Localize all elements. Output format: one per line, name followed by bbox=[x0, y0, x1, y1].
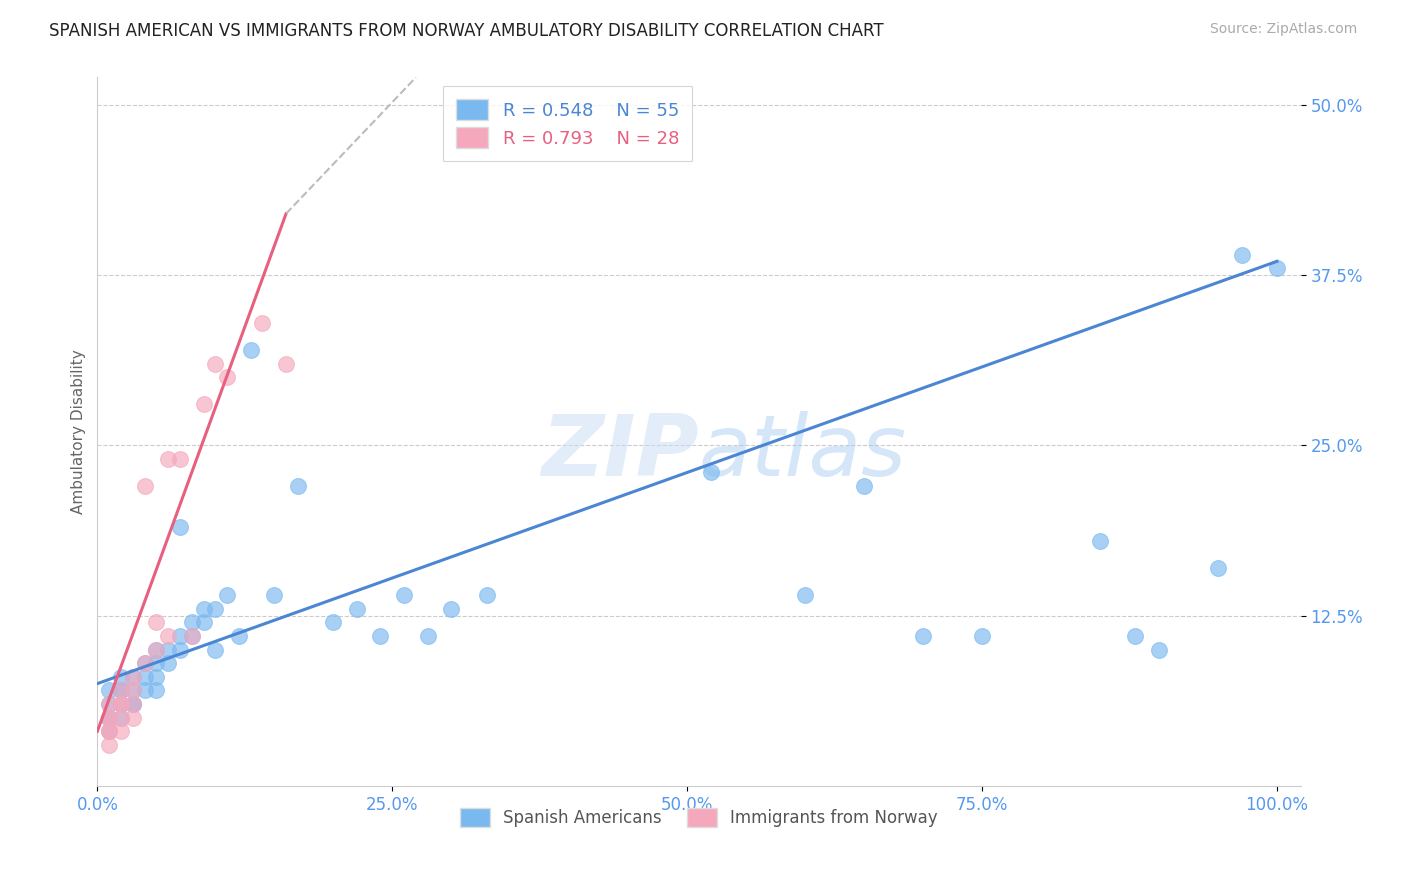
Point bbox=[217, 588, 239, 602]
Point bbox=[193, 601, 215, 615]
Point bbox=[970, 629, 993, 643]
Point bbox=[853, 479, 876, 493]
Point bbox=[98, 711, 121, 725]
Point bbox=[157, 656, 180, 670]
Point bbox=[98, 724, 121, 739]
Point bbox=[98, 683, 121, 698]
Point bbox=[121, 670, 143, 684]
Point bbox=[98, 697, 121, 711]
Point bbox=[145, 683, 167, 698]
Point bbox=[98, 711, 121, 725]
Point bbox=[98, 697, 121, 711]
Text: SPANISH AMERICAN VS IMMIGRANTS FROM NORWAY AMBULATORY DISABILITY CORRELATION CHA: SPANISH AMERICAN VS IMMIGRANTS FROM NORW… bbox=[49, 22, 884, 40]
Point bbox=[794, 588, 817, 602]
Point bbox=[110, 697, 132, 711]
Point bbox=[274, 357, 297, 371]
Point bbox=[121, 683, 143, 698]
Point bbox=[134, 683, 156, 698]
Point bbox=[157, 629, 180, 643]
Point bbox=[204, 601, 226, 615]
Point bbox=[121, 697, 143, 711]
Point bbox=[134, 656, 156, 670]
Point bbox=[440, 601, 463, 615]
Text: Source: ZipAtlas.com: Source: ZipAtlas.com bbox=[1209, 22, 1357, 37]
Point bbox=[204, 357, 226, 371]
Point bbox=[110, 683, 132, 698]
Point bbox=[121, 670, 143, 684]
Point bbox=[287, 479, 309, 493]
Point bbox=[193, 397, 215, 411]
Point bbox=[217, 370, 239, 384]
Point bbox=[145, 642, 167, 657]
Point bbox=[169, 629, 191, 643]
Point bbox=[98, 711, 121, 725]
Point bbox=[180, 629, 202, 643]
Point bbox=[121, 697, 143, 711]
Point bbox=[1088, 533, 1111, 548]
Text: ZIP: ZIP bbox=[541, 411, 699, 494]
Point bbox=[475, 588, 498, 602]
Point bbox=[228, 629, 250, 643]
Point bbox=[145, 656, 167, 670]
Point bbox=[169, 451, 191, 466]
Point bbox=[1230, 247, 1253, 261]
Point bbox=[98, 711, 121, 725]
Point bbox=[169, 520, 191, 534]
Point bbox=[370, 629, 392, 643]
Point bbox=[416, 629, 439, 643]
Point bbox=[121, 697, 143, 711]
Point bbox=[1147, 642, 1170, 657]
Y-axis label: Ambulatory Disability: Ambulatory Disability bbox=[72, 350, 86, 514]
Point bbox=[322, 615, 344, 630]
Text: atlas: atlas bbox=[699, 411, 907, 494]
Legend: Spanish Americans, Immigrants from Norway: Spanish Americans, Immigrants from Norwa… bbox=[453, 802, 945, 834]
Point bbox=[145, 642, 167, 657]
Point bbox=[1206, 561, 1229, 575]
Point bbox=[98, 724, 121, 739]
Point bbox=[180, 615, 202, 630]
Point bbox=[912, 629, 935, 643]
Point bbox=[134, 670, 156, 684]
Point bbox=[157, 642, 180, 657]
Point bbox=[252, 316, 274, 330]
Point bbox=[98, 724, 121, 739]
Point bbox=[1125, 629, 1147, 643]
Point bbox=[121, 711, 143, 725]
Point bbox=[145, 615, 167, 630]
Point bbox=[392, 588, 415, 602]
Point bbox=[110, 683, 132, 698]
Point bbox=[193, 615, 215, 630]
Point bbox=[110, 697, 132, 711]
Point bbox=[110, 697, 132, 711]
Point bbox=[134, 656, 156, 670]
Point bbox=[700, 466, 723, 480]
Point bbox=[110, 670, 132, 684]
Point bbox=[346, 601, 368, 615]
Point bbox=[110, 711, 132, 725]
Point bbox=[169, 642, 191, 657]
Point bbox=[134, 479, 156, 493]
Point bbox=[263, 588, 285, 602]
Point bbox=[239, 343, 262, 357]
Point bbox=[1265, 261, 1288, 276]
Point bbox=[110, 683, 132, 698]
Point bbox=[180, 629, 202, 643]
Point bbox=[98, 738, 121, 752]
Point bbox=[204, 642, 226, 657]
Point bbox=[145, 670, 167, 684]
Point bbox=[110, 711, 132, 725]
Point bbox=[121, 683, 143, 698]
Point bbox=[157, 451, 180, 466]
Point bbox=[110, 724, 132, 739]
